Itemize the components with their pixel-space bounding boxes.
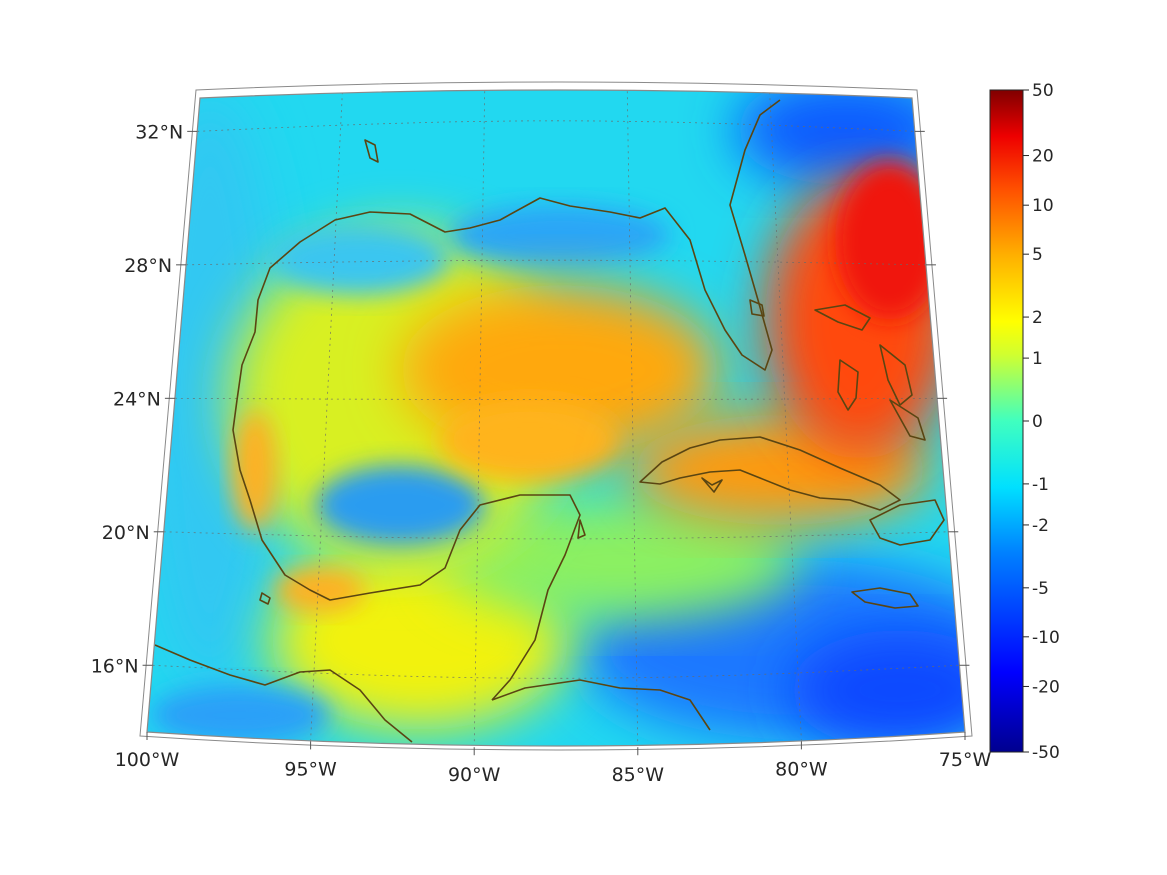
longitude-tick-label: 100°W <box>115 749 180 771</box>
colorbar-tick-label: -10 <box>1032 628 1060 648</box>
latitude-tick-label: 20°N <box>102 522 150 544</box>
colorbar-tick-label: -1 <box>1032 475 1049 495</box>
longitude-tick-label: 95°W <box>284 758 337 780</box>
parallel <box>152 664 960 679</box>
latitude-labels: 16°N 20°N 24°N 28°N 32°N <box>91 121 970 677</box>
latitude-tick-label: 24°N <box>113 388 161 410</box>
longitude-tick-label: 85°W <box>612 764 665 786</box>
colorbar-tick-label: 5 <box>1032 245 1043 265</box>
map-frame-outer <box>139 81 973 751</box>
colorbar-tick-label: 1 <box>1032 349 1043 369</box>
colorbar-tick-label: 0 <box>1032 412 1043 432</box>
colorbar-tick-label: -50 <box>1032 743 1060 763</box>
longitude-tick-label: 90°W <box>448 764 501 786</box>
colorbar-tick-label: -2 <box>1032 516 1049 536</box>
parallel <box>174 397 938 400</box>
colorbar-tick-label: 50 <box>1032 81 1054 101</box>
colorbar-scale <box>990 90 1023 752</box>
latitude-tick-label: 16°N <box>91 655 139 677</box>
colorbar-tick-label: 2 <box>1032 308 1043 328</box>
coastline <box>154 99 945 743</box>
latitude-tick-label: 28°N <box>124 255 172 277</box>
longitude-labels: 100°W 95°W 90°W 85°W 80°W 75°W <box>115 732 992 786</box>
meridian <box>473 90 486 746</box>
meridian <box>310 90 343 742</box>
colorbar-tick-label: -20 <box>1032 678 1060 698</box>
map-frame <box>146 89 966 747</box>
longitude-tick-label: 80°W <box>775 758 828 780</box>
colorbar-tick-label: 20 <box>1032 147 1054 167</box>
meridian <box>769 90 802 742</box>
meridian <box>626 90 639 746</box>
colorbar-tick-label: -5 <box>1032 579 1049 599</box>
latitude-tick-label: 32°N <box>135 121 183 143</box>
longitude-tick-label: 75°W <box>939 749 992 771</box>
data-field <box>147 90 965 746</box>
colorbar-tick-label: 10 <box>1032 196 1054 216</box>
